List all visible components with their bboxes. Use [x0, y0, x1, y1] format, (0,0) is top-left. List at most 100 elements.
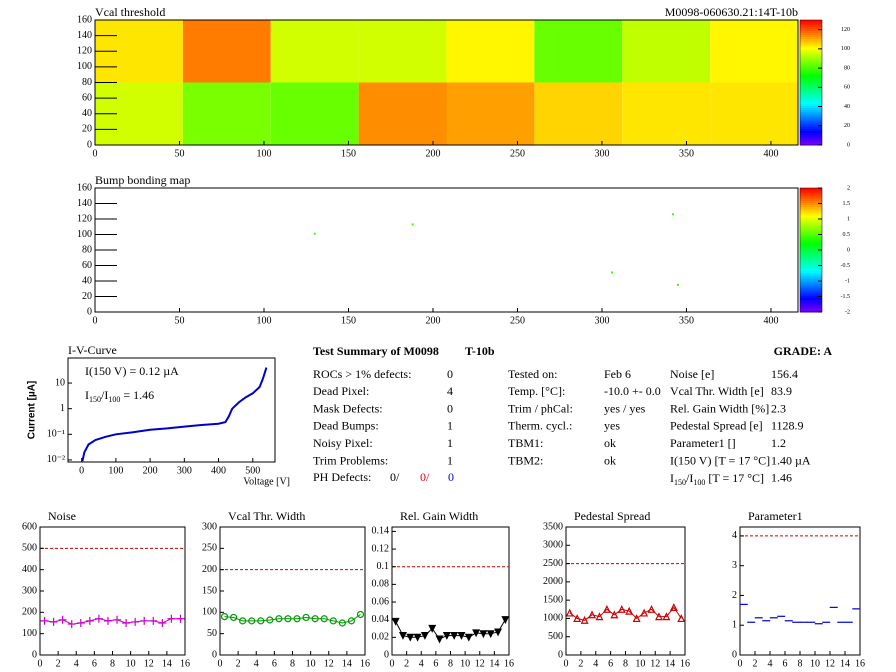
colorbar-step	[800, 120, 822, 123]
heatmap-cell	[534, 20, 623, 83]
plot-frame	[67, 357, 276, 463]
ratio-part: 100	[108, 395, 120, 404]
heatmap-cell	[534, 82, 623, 145]
x-tick-label: 14	[489, 658, 499, 669]
y-tick-label: 120	[77, 213, 92, 224]
iv-line	[81, 367, 268, 462]
colorbar-step	[800, 42, 822, 46]
colorbar-step	[800, 293, 822, 296]
x-tick-label: 0	[218, 658, 223, 669]
marker	[617, 604, 626, 613]
ratio-part: 150	[89, 395, 101, 404]
y-tick-label: 1	[60, 403, 65, 414]
colorbar-step	[800, 45, 822, 48]
condition-value: Feb 6	[604, 367, 631, 381]
z-tick-label: 0	[847, 247, 850, 253]
colorbar-step	[800, 309, 822, 313]
colorbar-step	[800, 61, 822, 65]
marker	[640, 608, 649, 617]
marker	[472, 629, 481, 638]
x-tick-label: 16	[360, 658, 370, 669]
x-tick-label: 8	[110, 658, 115, 669]
marker	[435, 635, 444, 644]
x-tick-label: 0	[390, 658, 395, 669]
colorbar-step	[800, 78, 822, 81]
condition-label: TBM2:	[508, 453, 543, 467]
series-line	[224, 614, 361, 624]
y-tick-label: 0.04	[372, 614, 390, 625]
x-tick-label: 2	[404, 658, 409, 669]
colorbar-step	[800, 90, 822, 94]
result-label: I150/I100 [T = 17 °C]	[670, 471, 764, 487]
colorbar-step	[800, 305, 822, 309]
y-tick-label: 3500	[543, 521, 563, 532]
y-tick-label: 0	[212, 649, 217, 660]
y-tick-label: 0	[87, 139, 92, 150]
heatmap-cell	[182, 82, 271, 145]
x-tick-label: 4	[74, 658, 79, 669]
x-tick-label: 14	[162, 658, 172, 669]
colorbar-step	[800, 67, 822, 71]
ph-label: PH Defects:	[313, 470, 371, 484]
colorbar-step	[800, 266, 822, 270]
colorbar-step	[800, 202, 822, 206]
colorbar-step	[800, 256, 822, 259]
plot-title: Noise	[48, 509, 76, 523]
x-tick-label: 0	[79, 465, 84, 476]
y-tick-label: 500	[22, 543, 37, 554]
colorbar-step	[800, 192, 822, 195]
colorbar-step	[800, 99, 822, 102]
condition-label: Temp. [°C]:	[508, 384, 565, 398]
colorbar-step	[800, 132, 822, 136]
heatmap-cell	[182, 20, 271, 83]
x-tick-label: 4	[593, 658, 598, 669]
series-line	[44, 618, 181, 625]
colorbar-step	[800, 247, 822, 251]
y-tick-label: 160	[77, 14, 92, 25]
colorbar-step	[800, 229, 822, 232]
annotation: I(150 V) = 0.12 µA	[85, 364, 179, 378]
z-tick-label: 1	[847, 216, 850, 222]
marker	[428, 624, 437, 633]
z-tick-label: 100	[841, 46, 850, 52]
x-tick-label: 2	[578, 658, 583, 669]
colorbar-step	[800, 276, 822, 280]
colorbar-step	[800, 274, 822, 278]
x-tick-label: 6	[608, 658, 613, 669]
colorbar-step	[800, 212, 822, 216]
y-tick-label: 100	[77, 229, 92, 240]
y-tick-label: 2000	[543, 576, 563, 587]
ratio-part: I	[85, 388, 89, 402]
marker	[140, 616, 149, 625]
colorbar-step	[800, 124, 822, 127]
x-tick-label: 16	[855, 658, 865, 669]
y-tick-label: 0.12	[372, 543, 390, 554]
x-tick-label: 12	[650, 658, 660, 669]
colorbar-step	[800, 86, 822, 90]
colorbar-step	[800, 128, 822, 131]
ratio-part: /I	[686, 471, 693, 485]
colorbar-step	[800, 264, 822, 268]
colorbar-step	[800, 107, 822, 111]
marker	[122, 619, 131, 627]
y-tick-label: 400	[22, 564, 37, 575]
x-tick-label: 0	[738, 658, 743, 669]
colorbar-step	[800, 307, 822, 311]
colorbar-step	[800, 252, 822, 255]
colorbar-step	[800, 241, 822, 245]
summary-label: Mask Defects:	[313, 401, 383, 415]
y-tick-label: 0	[384, 649, 389, 660]
colorbar-step	[800, 130, 822, 133]
x-tick-label: 400	[211, 465, 226, 476]
y-tick-label: 0.06	[372, 596, 390, 607]
y-tick-label: 100	[202, 607, 217, 618]
x-tick-label: 8	[798, 658, 803, 669]
colorbar-step	[800, 204, 822, 208]
colorbar-step	[800, 92, 822, 96]
marker	[356, 610, 365, 619]
x-tick-label: 2	[56, 658, 61, 669]
y-tick-label: 60	[82, 260, 92, 271]
colorbar-step	[800, 216, 822, 220]
y-axis-label: Current [µA]	[27, 381, 38, 440]
result-label: Pedestal Spread [e]	[670, 419, 763, 433]
